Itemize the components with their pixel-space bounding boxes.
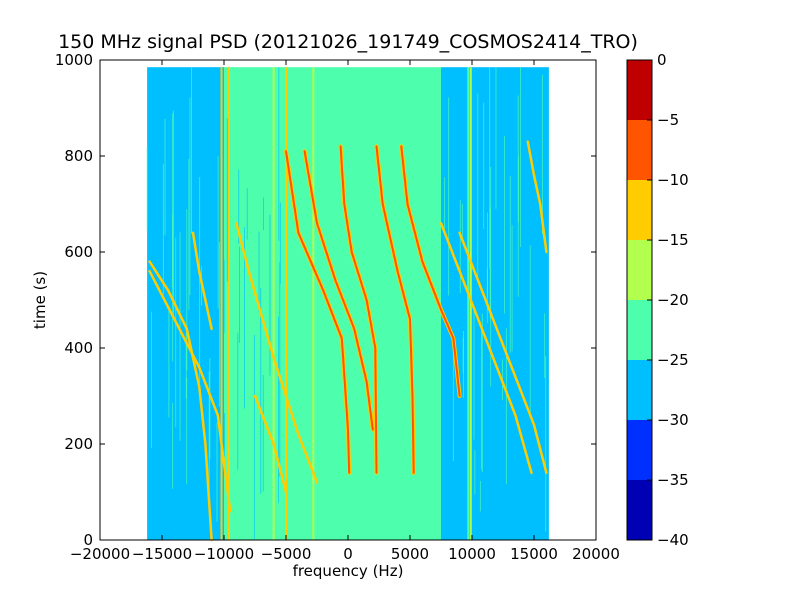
- colorbar-tick-label: −20: [657, 291, 689, 309]
- y-tick-label: 800: [64, 147, 93, 165]
- x-axis-label: frequency (Hz): [293, 562, 404, 580]
- y-axis-label: time (s): [31, 271, 49, 329]
- x-tick-label: −15000: [132, 545, 192, 563]
- signal-trace: [191, 231, 213, 331]
- colorbar: −40 −35 −30 −25 −20 −15 −10 −5 0: [626, 51, 689, 549]
- colorbar-tick-label: −10: [657, 171, 689, 189]
- signal-trace: [303, 150, 374, 431]
- signal-trace: [253, 394, 288, 494]
- heatmap-layer: [146, 67, 549, 540]
- heatmap-region: [224, 67, 286, 540]
- x-tick-label: 0: [343, 545, 353, 563]
- y-tick-label: 1000: [55, 51, 93, 69]
- chart-title: 150 MHz signal PSD (20121026_191749_COSM…: [58, 31, 638, 53]
- colorbar-cell: [627, 60, 652, 120]
- x-tick-label: −20000: [70, 545, 130, 563]
- signal-trace: [339, 145, 378, 474]
- colorbar-tick-label: −40: [657, 531, 689, 549]
- colorbar-tick-label: −30: [657, 411, 689, 429]
- colorbar-tick-label: −35: [657, 471, 689, 489]
- signal-trace: [235, 221, 319, 484]
- colorbar-tick-label: 0: [657, 51, 667, 69]
- signal-trace: [148, 269, 232, 513]
- signal-trace: [400, 145, 461, 397]
- colorbar-cell: [627, 300, 652, 360]
- y-axis-ticks: 0 200 400 600 800 1000: [55, 51, 596, 549]
- x-tick-label: −10000: [194, 545, 254, 563]
- colorbar-cell: [627, 420, 652, 480]
- signal-trace: [375, 145, 415, 474]
- signal-trace: [526, 140, 548, 254]
- y-tick-label: 0: [83, 531, 93, 549]
- colorbar-tick-label: −5: [657, 111, 679, 129]
- x-axis-ticks: −20000 −15000 −10000 −5000 0 5000 10000 15000 20…: [70, 60, 620, 563]
- x-tick-label: 10000: [448, 545, 496, 563]
- colorbar-cell: [627, 120, 652, 180]
- x-tick-label: 5000: [391, 545, 429, 563]
- y-tick-label: 200: [64, 435, 93, 453]
- heatmap-region: [147, 67, 224, 540]
- x-tick-label: 20000: [572, 545, 620, 563]
- heatmap-region: [441, 67, 472, 540]
- y-tick-label: 400: [64, 339, 93, 357]
- colorbar-cell: [627, 180, 652, 240]
- colorbar-tick-label: −25: [657, 351, 689, 369]
- x-tick-label: −5000: [261, 545, 312, 563]
- x-tick-label: 15000: [510, 545, 558, 563]
- colorbar-ticks: −40 −35 −30 −25 −20 −15 −10 −5 0: [647, 51, 689, 549]
- signal-traces-layer: [148, 140, 548, 542]
- colorbar-cell: [627, 480, 652, 540]
- signal-trace: [285, 150, 351, 474]
- signal-trace: [458, 231, 548, 475]
- colorbar-tick-label: −15: [657, 231, 689, 249]
- vertical-lines-layer: [213, 67, 472, 540]
- signal-trace: [439, 221, 533, 475]
- colorbar-cell: [627, 360, 652, 420]
- heatmap-region: [286, 67, 441, 540]
- colorbar-cells: [627, 60, 652, 540]
- y-tick-label: 600: [64, 243, 93, 261]
- spectrogram-plot: [99, 59, 597, 542]
- colorbar-cell: [627, 240, 652, 300]
